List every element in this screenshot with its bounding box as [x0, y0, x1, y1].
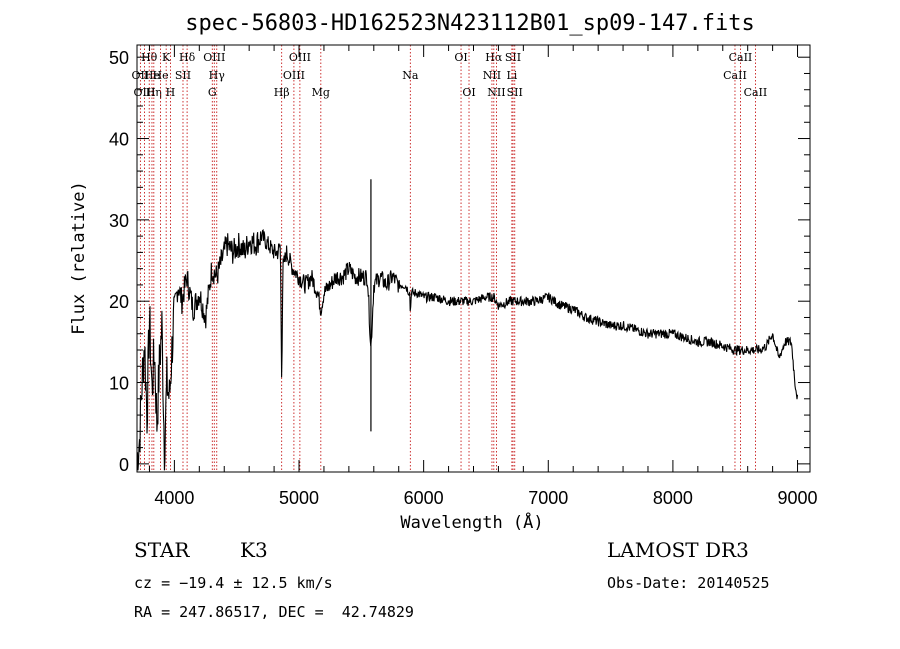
line-label-0: Hθ: [141, 51, 158, 64]
line-label-8: SII: [175, 69, 191, 82]
y-tick-label-5: 50: [109, 48, 129, 68]
line-label-24: Li: [506, 69, 517, 82]
line-label-27: CaII: [723, 69, 747, 82]
line-label-5: K: [162, 51, 171, 64]
x-axis-ticks: 4000 5000 6000 7000 8000 9000: [148, 45, 818, 508]
line-label-25: SII: [507, 86, 523, 99]
line-label-13: Hβ: [274, 86, 290, 99]
y-tick-label-1: 10: [109, 374, 129, 394]
spectrum-line: [136, 228, 799, 471]
object-class: STAR: [134, 538, 190, 562]
line-label-12: G: [208, 86, 217, 99]
line-label-17: Na: [402, 69, 419, 82]
line-label-14: OIII: [289, 51, 311, 64]
x-tick-label-2: 6000: [404, 488, 444, 508]
line-label-9: Hδ: [179, 51, 196, 64]
redshift-text: cz = −19.4 ± 12.5 km/s: [134, 574, 333, 592]
x-axis-label: Wavelength (Å): [400, 511, 543, 533]
object-subclass: K3: [240, 538, 268, 562]
x-tick-label-0: 4000: [154, 488, 194, 508]
line-label-15: OIII: [283, 69, 305, 82]
y-tick-label-4: 40: [109, 130, 129, 150]
obs-date: Obs-Date: 20140525: [607, 574, 770, 592]
y-axis-label: Flux (relative): [69, 181, 89, 335]
line-label-3: He: [144, 69, 160, 82]
line-label-11: Hγ: [209, 69, 226, 82]
line-label-6: He: [153, 69, 169, 82]
line-label-22: NII: [487, 86, 505, 99]
x-tick-label-4: 8000: [653, 488, 693, 508]
y-tick-label-3: 30: [109, 211, 129, 231]
x-tick-label-3: 7000: [528, 488, 568, 508]
y-tick-label-0: 0: [119, 455, 129, 475]
line-label-16: Mg: [312, 86, 330, 99]
line-label-26: CaII: [729, 51, 753, 64]
line-label-10: OIII: [203, 51, 225, 64]
chart-title: spec-56803-HD162523N423112B01_sp09-147.f…: [185, 11, 755, 36]
plot-frame: [136, 44, 811, 473]
line-label-19: OI: [462, 86, 475, 99]
line-label-28: CaII: [744, 86, 768, 99]
y-axis-ticks: 0 10 20 30 40 50: [109, 48, 810, 475]
x-tick-label-1: 5000: [279, 488, 319, 508]
line-label-7: H: [166, 86, 176, 99]
survey-name: LAMOST DR3: [607, 538, 749, 562]
line-label-18: OI: [454, 51, 467, 64]
coordinates-text: RA = 247.86517, DEC = 42.74829: [134, 603, 414, 621]
y-tick-label-2: 20: [109, 292, 129, 312]
line-label-21: NII: [483, 69, 501, 82]
x-tick-label-5: 9000: [778, 488, 818, 508]
line-label-23: SII: [505, 51, 521, 64]
line-label-1: OII: [132, 69, 150, 82]
line-label-4: Hη: [146, 86, 162, 99]
line-label-20: Hα: [485, 51, 503, 64]
